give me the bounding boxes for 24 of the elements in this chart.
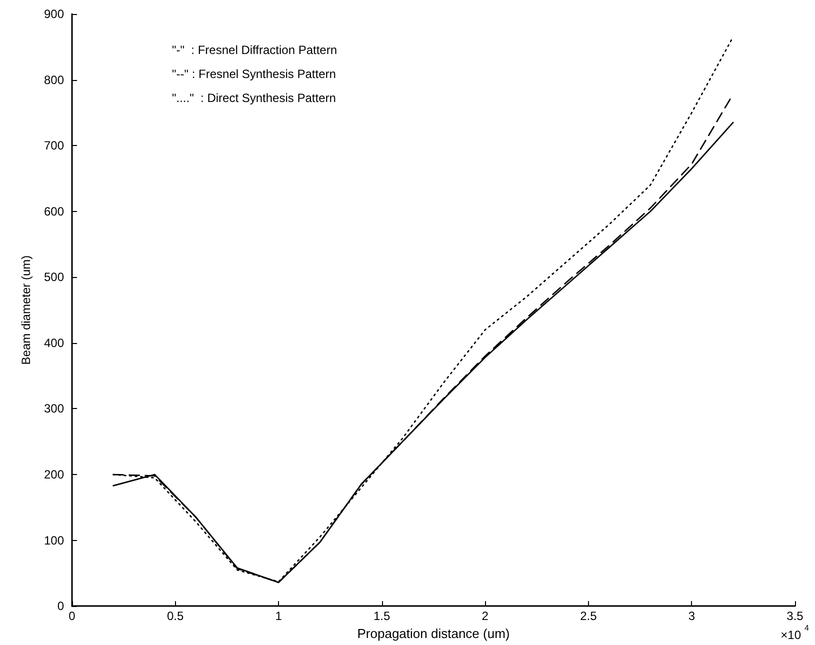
x-tick-label: 2.5 [580, 609, 598, 624]
y-tick-label: 100 [44, 533, 64, 548]
y-tick-label: 200 [44, 468, 64, 482]
y-tick-label: 400 [44, 336, 64, 350]
text: ×104 [780, 624, 810, 642]
x-tick-label: 3.5 [786, 609, 804, 624]
y-tick-label: 600 [44, 204, 64, 218]
x-tick-label: 0.5 [166, 609, 184, 624]
y-tick-label: 500 [44, 270, 64, 284]
annotation: "--" : Fresnel Synthesis Pattern [172, 67, 336, 81]
annotation: "-" : Fresnel Diffraction Pattern [172, 43, 338, 57]
y-tick-label: 800 [44, 72, 64, 87]
annotation: "...." : Direct Synthesis Pattern [172, 91, 336, 105]
y-axis-title: Beam diameter (um) [19, 255, 33, 365]
x-tick-label: 2 [482, 609, 489, 624]
y-tick-label: 700 [44, 138, 64, 153]
y-tick-label: 0 [57, 599, 64, 614]
x-axis-title: Propagation distance (um) [357, 626, 510, 641]
x-tick-label: 0 [68, 609, 76, 624]
y-tick-label: 300 [44, 402, 64, 416]
x-tick-label: 1.5 [374, 609, 391, 624]
x-tick-label: 1 [275, 609, 282, 624]
y-tick-label: 900 [44, 7, 64, 21]
x-tick-label: 3 [688, 609, 696, 624]
